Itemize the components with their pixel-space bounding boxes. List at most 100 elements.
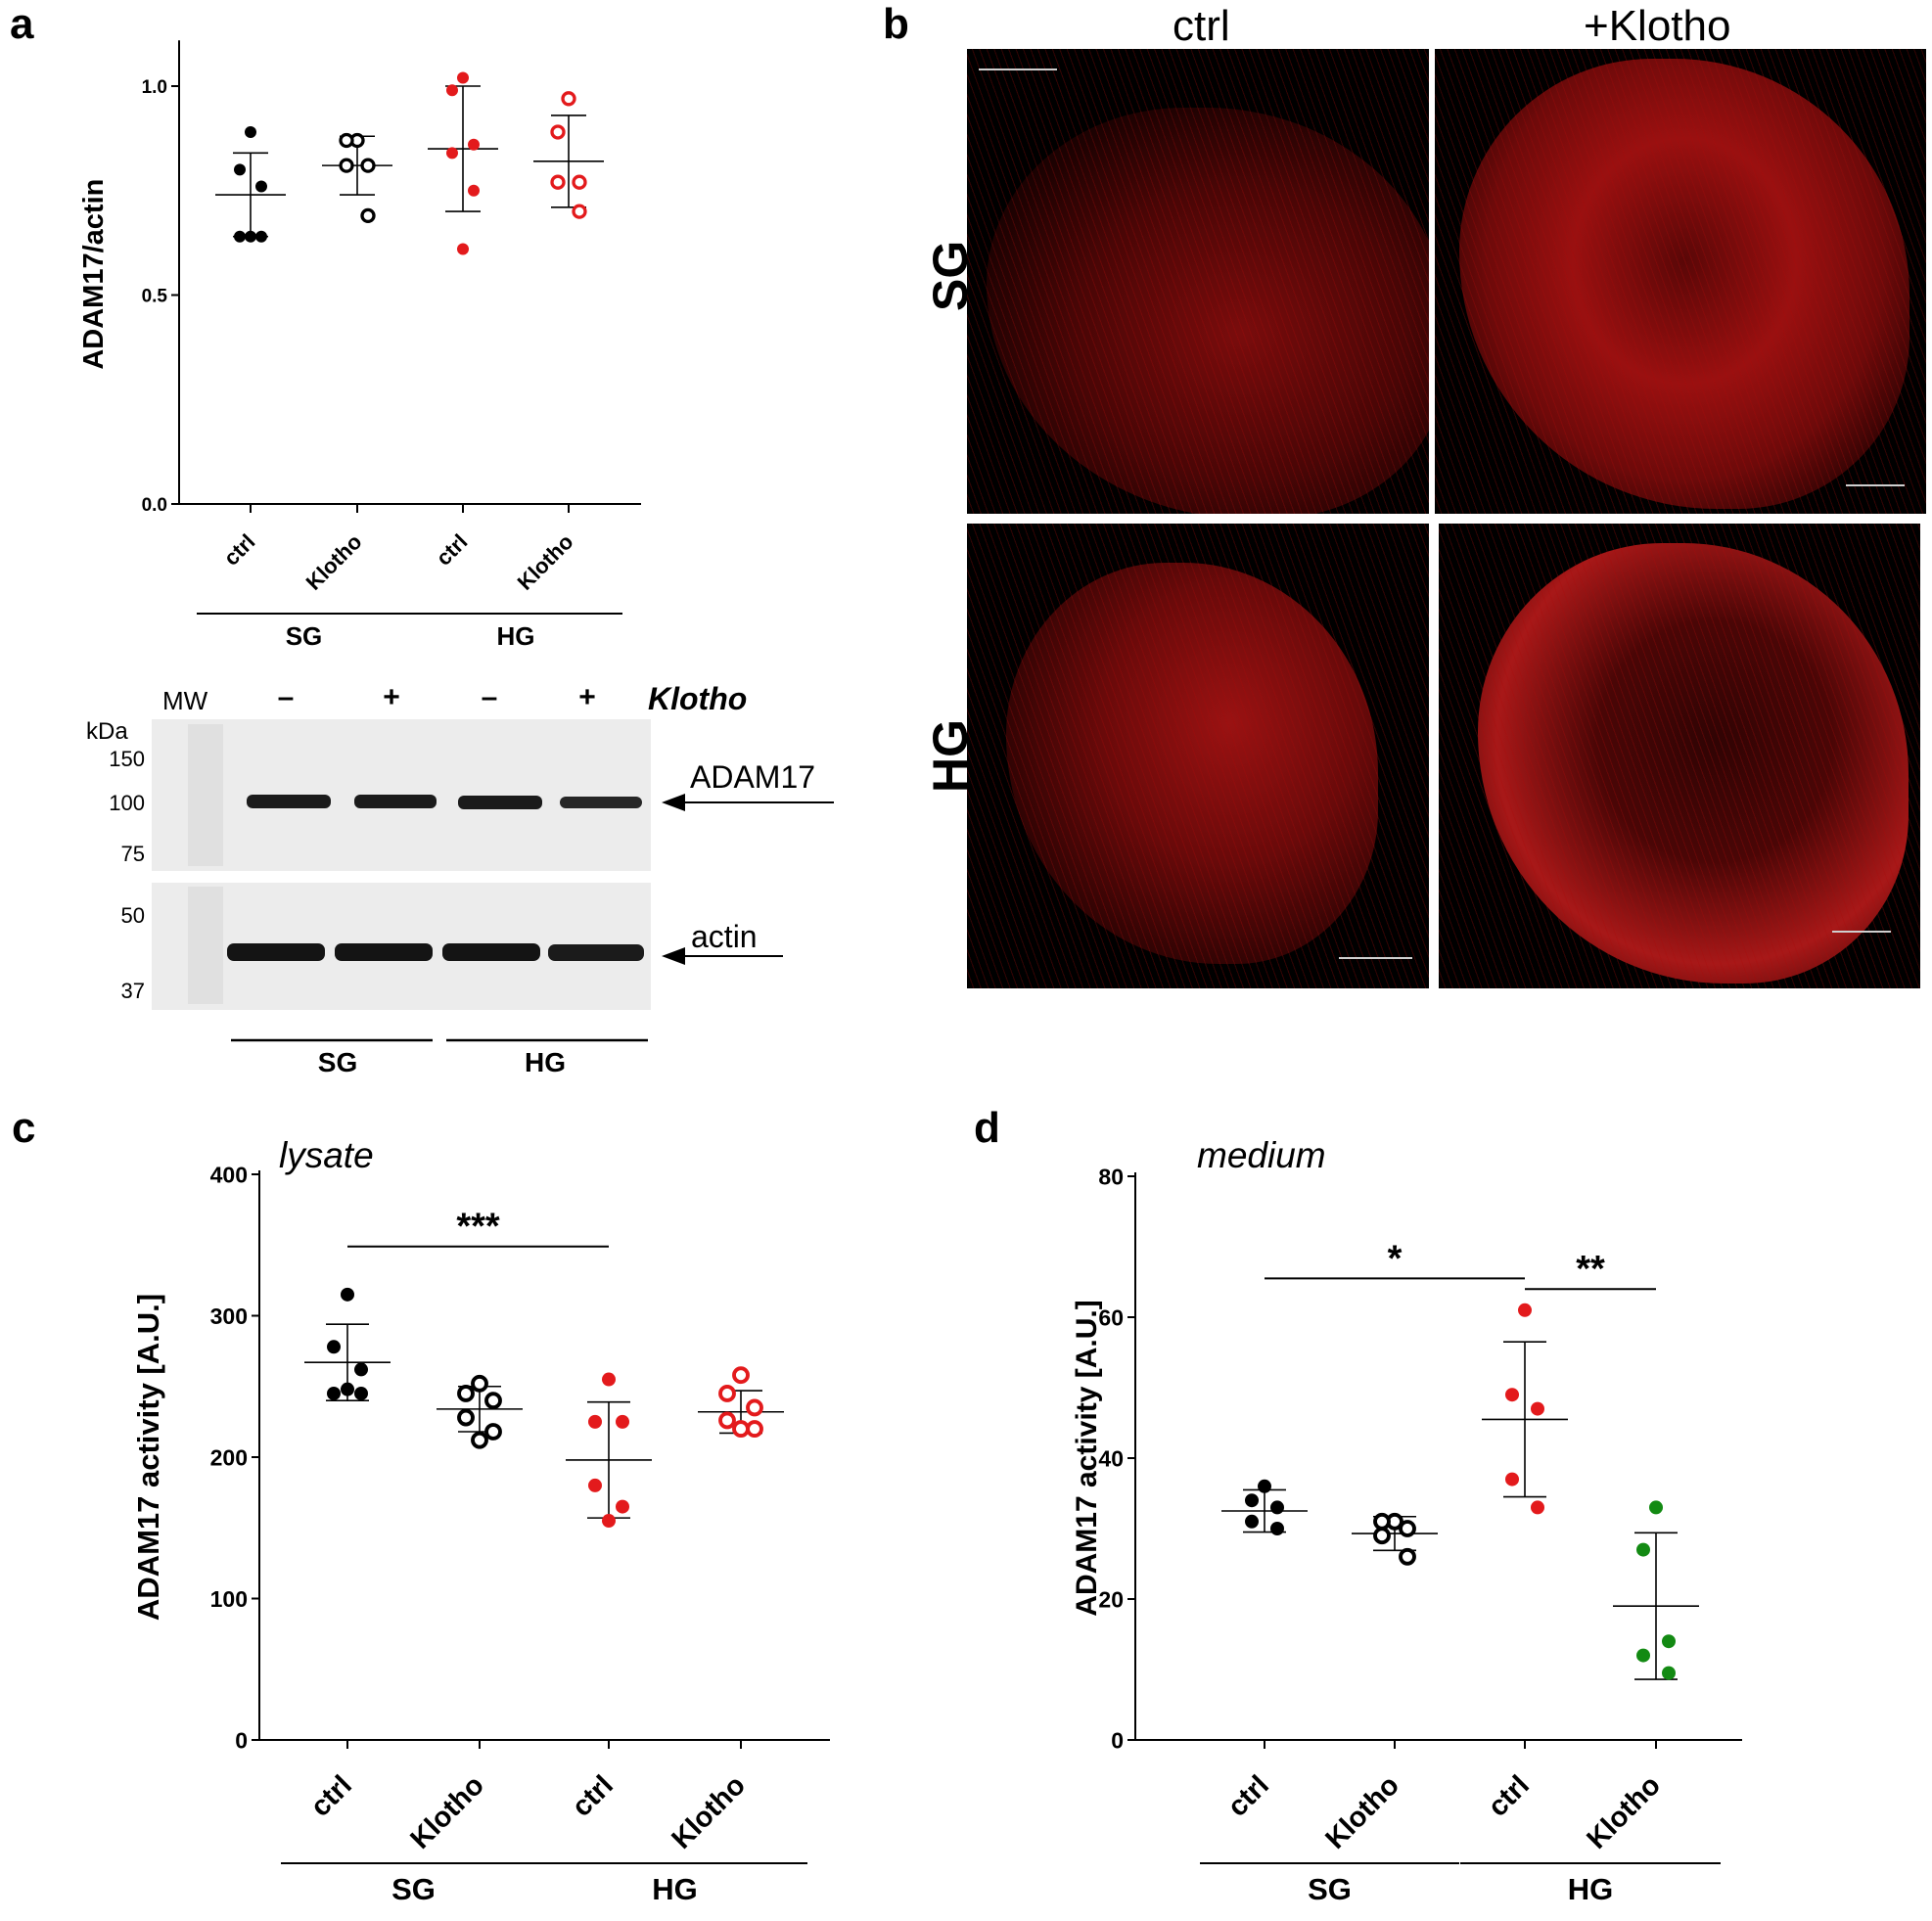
adam17-band-3	[458, 796, 542, 809]
y-axis-label: ADAM17 activity [A.U.]	[131, 1294, 165, 1621]
adam17-band-2	[354, 795, 437, 808]
blot-group-hg: HG	[525, 1047, 566, 1076]
data-point	[446, 84, 458, 97]
blot-lower-ladder	[188, 887, 223, 1004]
data-point	[1399, 1547, 1416, 1566]
data-point	[457, 1385, 475, 1402]
blot-lane-sign-1: –	[278, 681, 295, 713]
data-point	[234, 163, 246, 176]
data-point	[360, 158, 376, 173]
data-point	[718, 1385, 736, 1402]
blot-band-label-actin: actin	[691, 919, 758, 954]
x-category-label: ctrl	[304, 1769, 358, 1823]
actin-band-3	[442, 943, 540, 961]
significance-stars: ***	[456, 1207, 500, 1248]
blot-marker-37: 37	[121, 979, 145, 1003]
data-point	[341, 1382, 354, 1396]
y-tick-label: 80	[1098, 1164, 1124, 1189]
data-point	[471, 1374, 488, 1393]
y-axis-label: ADAM17 activity [A.U.]	[1071, 1300, 1103, 1616]
data-point	[327, 1340, 341, 1354]
y-axis-label: ADAM17/actin	[78, 179, 110, 370]
micrograph-sg-klotho	[1435, 49, 1926, 514]
blot-marker-50: 50	[121, 903, 145, 928]
group-label: HG	[497, 621, 535, 651]
micrograph-hg-ctrl	[967, 524, 1429, 988]
panel-letter-d: d	[974, 1104, 1000, 1152]
chart-title: medium	[1197, 1135, 1326, 1175]
data-point	[550, 174, 566, 190]
data-point	[1373, 1527, 1391, 1545]
data-point	[245, 125, 256, 138]
data-point	[484, 1392, 502, 1410]
data-point	[327, 1386, 341, 1400]
chart-title: lysate	[279, 1135, 374, 1175]
x-category-label: Klotho	[1319, 1769, 1405, 1855]
data-point	[746, 1398, 763, 1417]
x-category-label: ctrl	[432, 529, 473, 571]
chart-panel-c: 0 100 200 300 400 ADAM17 activity [A.U.] lysat…	[131, 1135, 830, 1906]
data-point	[1245, 1514, 1259, 1529]
data-point	[602, 1372, 616, 1387]
data-point	[1531, 1500, 1544, 1515]
y-tick-label: 0.0	[142, 495, 167, 516]
blot-group-sg: SG	[318, 1047, 357, 1076]
x-category-label: ctrl	[219, 529, 260, 571]
y-tick-label: 0	[1111, 1727, 1124, 1753]
data-point	[1649, 1500, 1663, 1515]
actin-band-4	[548, 944, 644, 961]
micro-col-ctrl: ctrl	[1173, 2, 1230, 50]
group-label: SG	[1308, 1872, 1352, 1906]
actin-band-1	[227, 943, 325, 961]
western-blot: MW kDa – + – + Klotho 150 100 75 ADAM17 …	[86, 681, 834, 1076]
data-point	[457, 71, 469, 84]
data-point	[732, 1366, 750, 1385]
data-point	[1258, 1479, 1271, 1493]
panel-letter-c: c	[12, 1104, 36, 1152]
data-point	[457, 243, 469, 255]
data-point	[457, 1408, 475, 1427]
blot-kda-label: kDa	[86, 718, 128, 745]
chart-panel-d: 0 20 40 60 80 ADAM17 activity [A.U.] medium ctr…	[1071, 1135, 1742, 1906]
x-category-label: Klotho	[301, 529, 367, 595]
microscopy-panel: ctrl +Klotho SG HG	[881, 0, 1932, 1008]
data-point	[360, 207, 376, 224]
data-point	[1636, 1648, 1650, 1663]
significance-stars: **	[1576, 1249, 1605, 1290]
data-point	[1531, 1401, 1544, 1416]
micro-col-klotho: +Klotho	[1584, 2, 1731, 50]
data-point	[616, 1414, 629, 1429]
y-tick-label: 0	[235, 1727, 248, 1753]
actin-band-2	[335, 943, 433, 961]
adam17-band-4	[560, 797, 642, 808]
y-tick-label: 400	[210, 1162, 248, 1187]
x-category-label: Klotho	[666, 1769, 752, 1855]
y-tick-label: 60	[1098, 1304, 1124, 1330]
data-point	[339, 132, 354, 149]
adam17-band-1	[247, 795, 331, 808]
x-category-label: Klotho	[1581, 1769, 1667, 1855]
data-point	[255, 180, 267, 193]
data-point	[354, 1386, 368, 1400]
blot-upper-ladder	[188, 724, 223, 866]
data-point	[718, 1411, 736, 1430]
data-point	[572, 174, 587, 190]
blot-band-label-adam17: ADAM17	[690, 759, 815, 795]
y-tick-label: 200	[210, 1444, 248, 1470]
y-tick-label: 100	[210, 1586, 248, 1612]
data-point	[1399, 1520, 1416, 1537]
data-point	[255, 230, 267, 243]
significance-stars: *	[1388, 1238, 1403, 1279]
micrograph-hg-klotho	[1439, 524, 1920, 988]
data-point	[1662, 1666, 1676, 1680]
data-point	[341, 1287, 354, 1302]
group-label: HG	[1568, 1872, 1614, 1906]
data-point	[588, 1414, 602, 1429]
blot-treatment-label: Klotho	[648, 681, 747, 716]
x-category-label: Klotho	[513, 529, 578, 595]
data-point	[339, 158, 354, 173]
blot-mw-label: MW	[162, 686, 208, 715]
data-point	[468, 138, 480, 151]
data-point	[354, 1362, 368, 1377]
x-category-label: ctrl	[566, 1769, 620, 1823]
